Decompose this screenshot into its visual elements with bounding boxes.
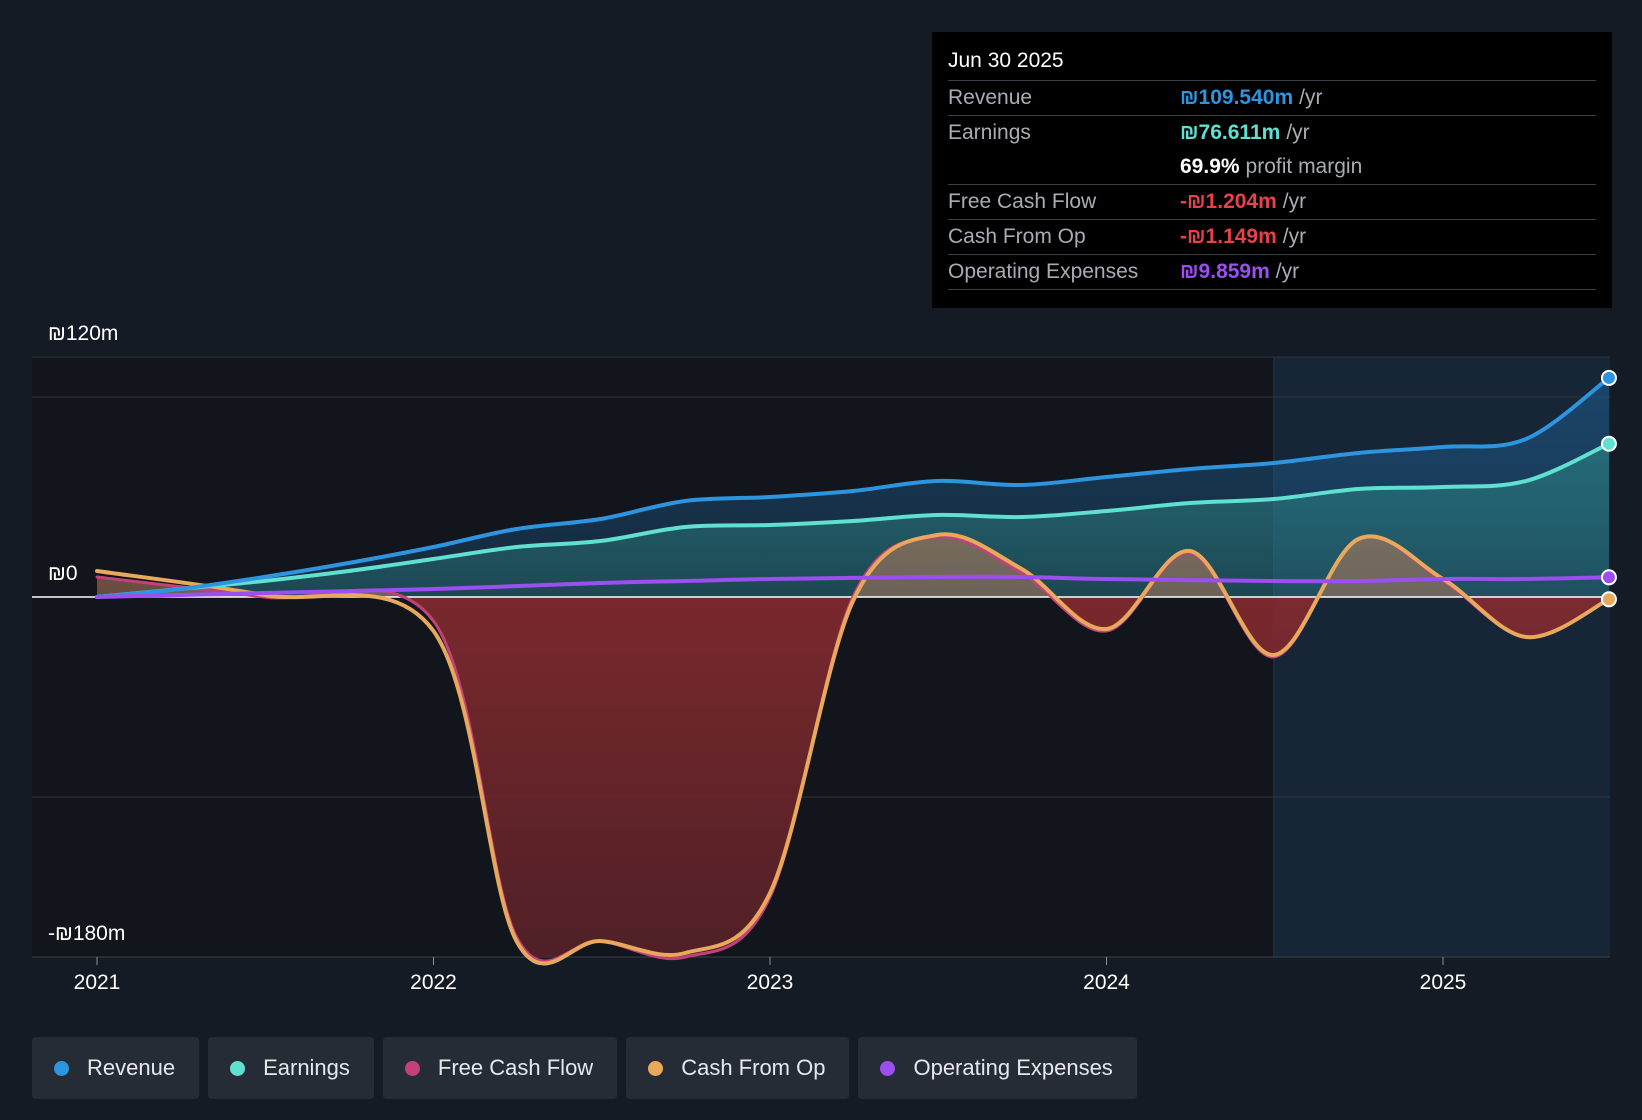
legend-label: Operating Expenses (913, 1055, 1113, 1080)
tooltip-row-earnings: Earnings ₪76.611m /yr (948, 116, 1596, 150)
revenue-line (95, 375, 1611, 599)
legend-label: Revenue (87, 1055, 176, 1080)
legend-item-revenue[interactable]: Revenue (32, 1037, 200, 1099)
legend-label: Free Cash Flow (437, 1055, 594, 1080)
tooltip-unit: /yr (1282, 225, 1307, 248)
legend-dot-icon (54, 1060, 69, 1076)
tooltip-row-cash-from-op: Cash From Op -₪1.149m /yr (948, 220, 1596, 255)
tooltip-row-revenue: Revenue ₪109.540m /yr (948, 81, 1596, 116)
tooltip-unit: /yr (1275, 260, 1300, 283)
tooltip-row-operating-expenses: Operating Expenses ₪9.859m /yr (948, 255, 1596, 290)
tooltip-row-free-cash-flow: Free Cash Flow -₪1.204m /yr (948, 185, 1596, 220)
legend-item-operating-expenses[interactable]: Operating Expenses (858, 1037, 1137, 1099)
earnings-area (97, 443, 1609, 597)
tooltip-value: ₪76.611m (1180, 121, 1281, 144)
tooltip-value: ₪109.540m (1180, 86, 1294, 109)
legend-item-free-cash-flow[interactable]: Free Cash Flow (382, 1037, 618, 1099)
tooltip-label: Revenue (948, 86, 1033, 109)
free-cash-flow-negative-area (97, 597, 1609, 957)
tooltip-label: Earnings (948, 121, 1031, 144)
legend-dot-icon (880, 1060, 896, 1076)
legend-dot-icon (404, 1060, 420, 1076)
tooltip-value: 69.9% (1180, 155, 1240, 178)
tooltip-label: Free Cash Flow (948, 190, 1097, 213)
x-tick-label: 2022 (410, 971, 457, 994)
x-tick-label: 2023 (747, 971, 794, 994)
earnings-line (95, 441, 1611, 599)
tooltip-label (948, 150, 1180, 184)
legend-dot-icon (648, 1060, 664, 1076)
x-tick-label: 2025 (1420, 971, 1467, 994)
legend-label: Earnings (263, 1055, 350, 1080)
legend-label: Cash From Op (681, 1055, 826, 1080)
y-label-zero: ₪0 (48, 562, 78, 585)
y-label-top: ₪120m (48, 322, 118, 345)
tooltip-row-profit-margin: 69.9% profit margin (948, 150, 1596, 185)
tooltip-value: -₪1.204m (1180, 190, 1277, 213)
end-marker (1600, 435, 1617, 452)
chart-legend: Revenue Earnings Free Cash Flow Cash Fro… (32, 1037, 1137, 1099)
end-marker (1600, 591, 1617, 608)
tooltip-unit: /yr (1299, 86, 1323, 109)
tooltip-label: Cash From Op (948, 225, 1086, 248)
tooltip-label: Operating Expenses (948, 260, 1139, 283)
end-marker (1600, 369, 1617, 386)
legend-dot-icon (230, 1060, 246, 1076)
tooltip-unit: /yr (1282, 190, 1307, 213)
x-tick-label: 2021 (74, 971, 121, 994)
legend-item-earnings[interactable]: Earnings (208, 1037, 374, 1099)
operating-expenses-line (95, 574, 1611, 599)
cash-from-op-line (95, 532, 1611, 966)
x-tick-label: 2024 (1083, 971, 1130, 994)
y-label-bottom: -₪180m (48, 922, 125, 945)
tooltip-date: Jun 30 2025 (948, 46, 1596, 81)
tooltip-value: -₪1.149m (1180, 225, 1277, 248)
end-marker (1600, 569, 1617, 586)
tooltip-unit: profit margin (1245, 155, 1363, 178)
data-tooltip: Jun 30 2025 Revenue ₪109.540m /yr Earnin… (932, 32, 1612, 308)
tooltip-value: ₪9.859m (1180, 260, 1270, 283)
tooltip-unit: /yr (1286, 121, 1310, 144)
legend-item-cash-from-op[interactable]: Cash From Op (626, 1037, 850, 1099)
